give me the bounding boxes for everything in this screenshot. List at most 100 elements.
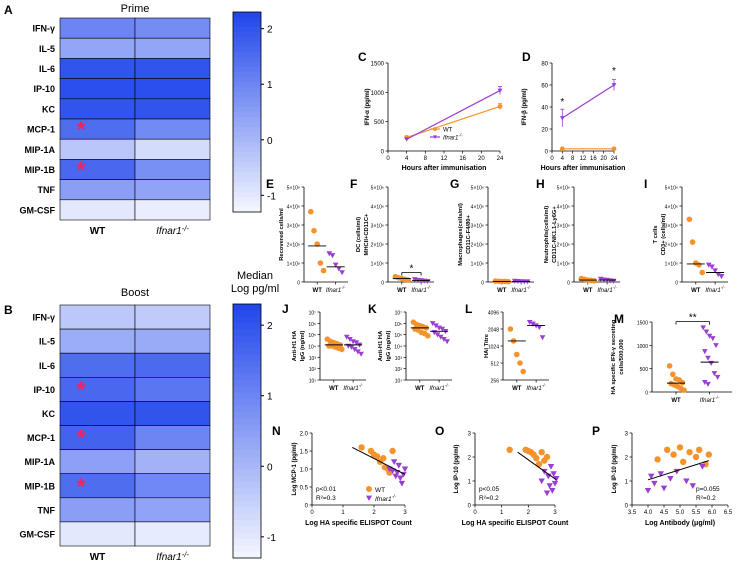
y-tick-label: 2 xyxy=(468,456,472,462)
row-label: MIP-1B xyxy=(24,481,55,491)
significance-label: ** xyxy=(689,313,697,324)
panel-label: F xyxy=(350,177,357,191)
x-tick-label: 16 xyxy=(459,156,466,162)
data-point xyxy=(380,455,387,462)
category-label: WT xyxy=(671,398,681,404)
panel-label: M xyxy=(614,312,624,326)
y-tick-label: 3 xyxy=(468,432,472,438)
data-point xyxy=(657,471,664,477)
colorbar-segment xyxy=(233,147,261,153)
data-point xyxy=(546,483,553,489)
colorbar-label: Median xyxy=(237,270,273,282)
data-point xyxy=(683,478,690,485)
y-tick-label: 60 xyxy=(541,84,548,90)
data-point xyxy=(696,262,702,268)
y-axis-label: CD11C-F4/80+ xyxy=(466,214,472,253)
heatmap-cell xyxy=(134,118,211,140)
panel-label: D xyxy=(522,50,531,64)
y-axis-label: IgG (ng/ml) xyxy=(386,331,392,362)
heatmap-cell xyxy=(59,304,136,330)
stat-label: R²=0.2 xyxy=(696,495,716,502)
x-tick-label: 5.5 xyxy=(692,510,701,516)
y-tick-label: 0 xyxy=(645,391,648,397)
data-point xyxy=(320,267,327,274)
y-tick-label: 10⁶ xyxy=(308,322,316,328)
y-tick-label: 1000 xyxy=(637,344,648,350)
colorbar-segment xyxy=(233,348,261,356)
data-point xyxy=(441,336,447,342)
category-label: WT xyxy=(512,386,522,392)
x-tick-label: 16 xyxy=(590,156,597,162)
x-tick-label: 3 xyxy=(403,510,407,516)
data-point xyxy=(351,347,358,353)
data-point xyxy=(681,387,687,393)
colorbar-segment xyxy=(233,380,261,388)
row-label: MCP-1 xyxy=(27,125,55,135)
data-point xyxy=(343,334,350,340)
legend-marker xyxy=(366,495,372,501)
data-point xyxy=(666,363,673,369)
colorbar-segment xyxy=(233,367,261,375)
y-tick-label: 0 xyxy=(381,150,385,156)
stat-label: R²=0.3 xyxy=(316,495,336,502)
x-tick-label: 3.5 xyxy=(628,510,637,516)
data-point xyxy=(705,355,711,361)
heatmap-cell xyxy=(59,449,136,475)
data-point xyxy=(507,326,514,332)
colorbar-segment xyxy=(233,418,261,426)
category-label: Ifnar1-/- xyxy=(700,395,720,404)
row-label: TNF xyxy=(38,185,56,195)
y-tick-label: 5×10⁶ xyxy=(371,186,384,192)
colorbar-segment xyxy=(233,392,261,400)
x-axis-label: Hours after immunisation xyxy=(402,165,487,172)
y-axis-label: MHCII+CD11C+ xyxy=(364,213,370,255)
x-tick-label: 12 xyxy=(580,156,587,162)
category-label: WT xyxy=(497,288,507,294)
data-point xyxy=(425,333,431,339)
y-tick-label: 4×10⁶ xyxy=(471,205,484,211)
y-tick-label: 2048 xyxy=(488,328,499,334)
significance-star: * xyxy=(77,474,86,499)
significance-star: * xyxy=(77,426,86,451)
colorbar-segment xyxy=(233,152,261,158)
colorbar-segment xyxy=(233,481,261,489)
data-point xyxy=(553,476,560,482)
data-point xyxy=(680,458,687,465)
data-point xyxy=(547,464,555,470)
colorbar-segment xyxy=(233,519,261,527)
data-point xyxy=(355,349,361,355)
y-tick-label: 1×10⁶ xyxy=(371,262,384,268)
y-tick-label: 1×10⁸ xyxy=(287,262,300,268)
data-point xyxy=(699,464,706,470)
y-tick-label: 10⁴ xyxy=(394,345,402,351)
significance-star: * xyxy=(77,158,86,183)
heatmap-cell xyxy=(134,304,211,330)
row-label: IFN-γ xyxy=(33,24,56,34)
y-tick-label: 3×10⁶ xyxy=(557,224,570,230)
data-point xyxy=(538,449,545,456)
category-label: WT xyxy=(415,386,425,392)
data-point xyxy=(347,336,353,342)
colorbar-segment xyxy=(233,12,261,18)
data-point xyxy=(398,480,406,487)
data-point xyxy=(506,446,513,453)
legend-label: Ifnar1-/- xyxy=(443,133,463,142)
row-label: GM-CSF xyxy=(20,529,56,539)
data-point xyxy=(679,379,686,386)
colorbar-segment xyxy=(233,437,261,445)
category-label: WT xyxy=(313,288,323,294)
y-axis-label: DC (cells/ml) xyxy=(356,217,362,252)
data-point xyxy=(712,268,718,274)
colorbar-segment xyxy=(233,22,261,28)
data-point xyxy=(709,264,715,270)
data-point xyxy=(610,278,617,284)
x-tick-label: 0 xyxy=(310,510,314,516)
colorbar-tick-label: 2 xyxy=(267,25,273,36)
row-label: IL-6 xyxy=(39,361,55,371)
heatmap-cell xyxy=(134,58,211,79)
data-point xyxy=(702,349,708,355)
colorbar-segment xyxy=(233,112,261,118)
data-point xyxy=(705,381,711,387)
data-point xyxy=(358,351,364,357)
data-point xyxy=(395,462,402,469)
